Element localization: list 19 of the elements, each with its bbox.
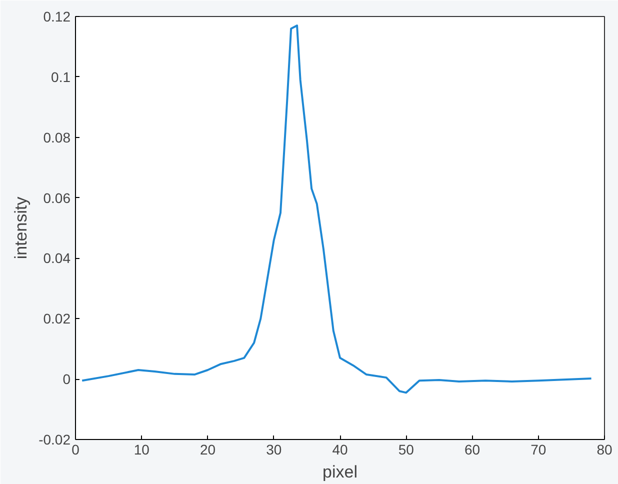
x-tick-label: 20 [200, 442, 216, 458]
x-tick-label: 40 [332, 442, 348, 458]
y-tick-label: 0.08 [43, 129, 71, 146]
x-tick-label: 80 [596, 442, 612, 458]
y-tick-label: 0.12 [43, 8, 71, 24]
x-axis-title: pixel [322, 462, 358, 482]
y-tick-label: 0.1 [51, 68, 71, 85]
x-tick-label: 60 [464, 442, 480, 458]
y-tick-label: 0.02 [43, 310, 71, 327]
y-axis-title: intensity [12, 196, 31, 260]
x-tick-label: 70 [530, 442, 546, 458]
y-tick-label: 0.06 [43, 190, 71, 206]
y-tick-label: -0.02 [38, 432, 71, 448]
x-tick-label: 30 [266, 442, 282, 458]
x-tick-label: 50 [398, 442, 414, 458]
line-series [81, 24, 592, 394]
y-tick-label: 0.04 [43, 250, 71, 266]
x-tick-label: 10 [134, 442, 150, 458]
y-tick-label: 0 [62, 371, 71, 388]
